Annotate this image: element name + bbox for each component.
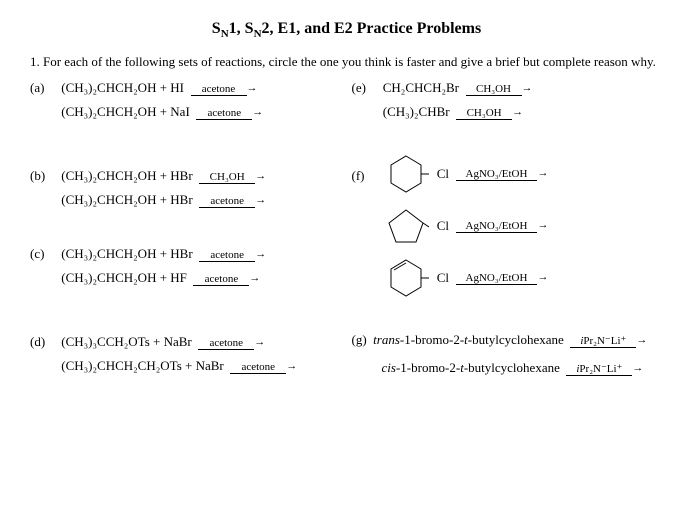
problem-e: (e) CH₂CHCH₂Br CH₃OH→ (CH₃)₂CHBr CH₃OH→ xyxy=(352,80,664,128)
rxn-d1: (CH₃)₃CCH₂OTs + NaBr acetone→ xyxy=(61,334,297,350)
rxn-b2: (CH₃)₂CHCH₂OH + HBr acetone→ xyxy=(61,192,266,208)
formula-b1: (CH₃)₂CHCH₂OH + HBr xyxy=(61,168,192,183)
cyclohexane-icon xyxy=(383,152,429,196)
rxn-block-a: (CH₃)₂CHCH₂OH + HI acetone→ (CH₃)₂CHCH₂O… xyxy=(61,80,263,128)
solvent-f2: AgNO₃/EtOH xyxy=(456,220,538,233)
rxn-c1: (CH₃)₂CHCH₂OH + HBr acetone→ xyxy=(61,246,266,262)
arrow-icon: → xyxy=(636,334,647,346)
formula-e2: (CH₃)₂CHBr xyxy=(383,104,450,119)
problem-d: (d) (CH₃)₃CCH₂OTs + NaBr acetone→ (CH₃)₂… xyxy=(30,334,342,382)
label-f: (f) xyxy=(352,152,380,184)
arrow-icon: → xyxy=(537,219,548,231)
solvent-f1: AgNO₃/EtOH xyxy=(456,168,538,181)
formula-d1: (CH₃)₃CCH₂OTs + NaBr xyxy=(61,334,192,349)
t2: N xyxy=(221,28,229,40)
solvent-d1: acetone xyxy=(198,337,254,350)
solvent-a2: acetone xyxy=(196,107,252,120)
t1: S xyxy=(212,20,221,37)
cyclopentane-icon xyxy=(383,204,429,248)
rxn-f2: Cl AgNO₃/EtOH→ xyxy=(383,204,549,248)
label-d: (d) xyxy=(30,334,58,350)
solvent-e2: CH₃OH xyxy=(456,107,512,120)
arrow-icon: → xyxy=(537,167,548,179)
problem-f: (f) Cl AgNO₃/EtOH→ Cl Ag xyxy=(352,152,664,308)
arrow-icon: → xyxy=(255,170,266,182)
page-title: SN1, SN2, E1, and E2 Practice Problems xyxy=(30,20,663,40)
formula-b2: (CH₃)₂CHCH₂OH + HBr xyxy=(61,192,192,207)
cl-label-f2: Cl xyxy=(437,218,449,234)
rxn-block-d: (CH₃)₃CCH₂OTs + NaBr acetone→ (CH₃)₂CHCH… xyxy=(61,334,297,382)
cl-label-f3: Cl xyxy=(437,270,449,286)
solvent-c1: acetone xyxy=(199,249,255,262)
arrow-icon: → xyxy=(286,360,297,372)
solvent-g1: iPr₂N⁻Li⁺ xyxy=(570,334,636,348)
ipr-main: Pr₂N⁻Li⁺ xyxy=(583,335,626,347)
rxn-e2: (CH₃)₂CHBr CH₃OH→ xyxy=(383,104,533,120)
formula-c2: (CH₃)₂CHCH₂OH + HF xyxy=(61,270,187,285)
arrow-icon: → xyxy=(522,82,533,94)
formula-a1: (CH₃)₂CHCH₂OH + HI xyxy=(61,80,184,95)
rxn-block-f: Cl AgNO₃/EtOH→ Cl AgNO₃/EtOH→ xyxy=(383,152,549,308)
rxn-block-e: CH₂CHCH₂Br CH₃OH→ (CH₃)₂CHBr CH₃OH→ xyxy=(383,80,533,128)
problem-b: (b) (CH₃)₂CHCH₂OH + HBr CH₃OH→ (CH₃)₂CHC… xyxy=(30,168,342,216)
arrow-icon: → xyxy=(254,336,265,348)
rxn-block-b: (CH₃)₂CHCH₂OH + HBr CH₃OH→ (CH₃)₂CHCH₂OH… xyxy=(61,168,266,216)
solvent-b2: acetone xyxy=(199,195,255,208)
rxn-e1: CH₂CHCH₂Br CH₃OH→ xyxy=(383,80,533,96)
g1-mid1: -1-bromo-2- xyxy=(400,332,464,347)
problem-g: (g) trans-1-bromo-2-t-butylcyclohexane i… xyxy=(352,332,664,376)
rxn-d2: (CH₃)₂CHCH₂CH₂OTs + NaBr acetone→ xyxy=(61,358,297,374)
g1-pre: trans xyxy=(373,332,400,347)
g1-post: -butylcyclohexane xyxy=(468,332,564,347)
rxn-f1: Cl AgNO₃/EtOH→ xyxy=(383,152,549,196)
arrow-icon: → xyxy=(247,82,258,94)
arrow-icon: → xyxy=(255,194,266,206)
t5: 2, E1, and E2 Practice Problems xyxy=(262,20,482,37)
label-e: (e) xyxy=(352,80,380,96)
arrow-icon: → xyxy=(537,271,548,283)
problem-c: (c) (CH₃)₂CHCH₂OH + HBr acetone→ (CH₃)₂C… xyxy=(30,246,342,294)
rxn-g1: (g) trans-1-bromo-2-t-butylcyclohexane i… xyxy=(352,332,664,348)
arrow-icon: → xyxy=(632,362,643,374)
label-c: (c) xyxy=(30,246,58,262)
g2-post: -butylcyclohexane xyxy=(464,360,560,375)
ipr-main2: Pr₂N⁻Li⁺ xyxy=(579,363,622,375)
rxn-f3: Cl AgNO₃/EtOH→ xyxy=(383,256,549,300)
arrow-icon: → xyxy=(512,106,523,118)
solvent-b1: CH₃OH xyxy=(199,171,255,184)
g2-pre: cis xyxy=(382,360,396,375)
solvent-e1: CH₃OH xyxy=(466,83,522,96)
solvent-a1: acetone xyxy=(191,83,247,96)
rxn-block-c: (CH₃)₂CHCH₂OH + HBr acetone→ (CH₃)₂CHCH₂… xyxy=(61,246,266,294)
columns: (a) (CH₃)₂CHCH₂OH + HI acetone→ (CH₃)₂CH… xyxy=(30,80,663,406)
rxn-g2: cis-1-bromo-2-t-butylcyclohexane iPr₂N⁻L… xyxy=(352,360,664,376)
solvent-f3: AgNO₃/EtOH xyxy=(456,272,538,285)
rxn-a1: (CH₃)₂CHCH₂OH + HI acetone→ xyxy=(61,80,263,96)
solvent-g2: iPr₂N⁻Li⁺ xyxy=(566,362,632,376)
instructions: 1. For each of the following sets of rea… xyxy=(30,54,663,70)
t4: N xyxy=(254,28,262,40)
formula-a2: (CH₃)₂CHCH₂OH + NaI xyxy=(61,104,190,119)
label-g: (g) xyxy=(352,332,367,347)
right-column: (e) CH₂CHCH₂Br CH₃OH→ (CH₃)₂CHBr CH₃OH→ … xyxy=(352,80,664,406)
formula-c1: (CH₃)₂CHCH₂OH + HBr xyxy=(61,246,192,261)
solvent-c2: acetone xyxy=(193,273,249,286)
solvent-d2: acetone xyxy=(230,361,286,374)
formula-e1: CH₂CHCH₂Br xyxy=(383,80,459,95)
t3: 1, S xyxy=(229,20,254,37)
arrow-icon: → xyxy=(252,106,263,118)
formula-d2: (CH₃)₂CHCH₂CH₂OTs + NaBr xyxy=(61,358,224,373)
g2-mid1: -1-bromo-2- xyxy=(396,360,460,375)
arrow-icon: → xyxy=(249,272,260,284)
rxn-a2: (CH₃)₂CHCH₂OH + NaI acetone→ xyxy=(61,104,263,120)
rxn-c2: (CH₃)₂CHCH₂OH + HF acetone→ xyxy=(61,270,266,286)
problem-a: (a) (CH₃)₂CHCH₂OH + HI acetone→ (CH₃)₂CH… xyxy=(30,80,342,128)
label-b: (b) xyxy=(30,168,58,184)
rxn-b1: (CH₃)₂CHCH₂OH + HBr CH₃OH→ xyxy=(61,168,266,184)
left-column: (a) (CH₃)₂CHCH₂OH + HI acetone→ (CH₃)₂CH… xyxy=(30,80,342,406)
cyclohexene-icon xyxy=(383,256,429,300)
arrow-icon: → xyxy=(255,248,266,260)
label-a: (a) xyxy=(30,80,58,96)
cl-label-f1: Cl xyxy=(437,166,449,182)
